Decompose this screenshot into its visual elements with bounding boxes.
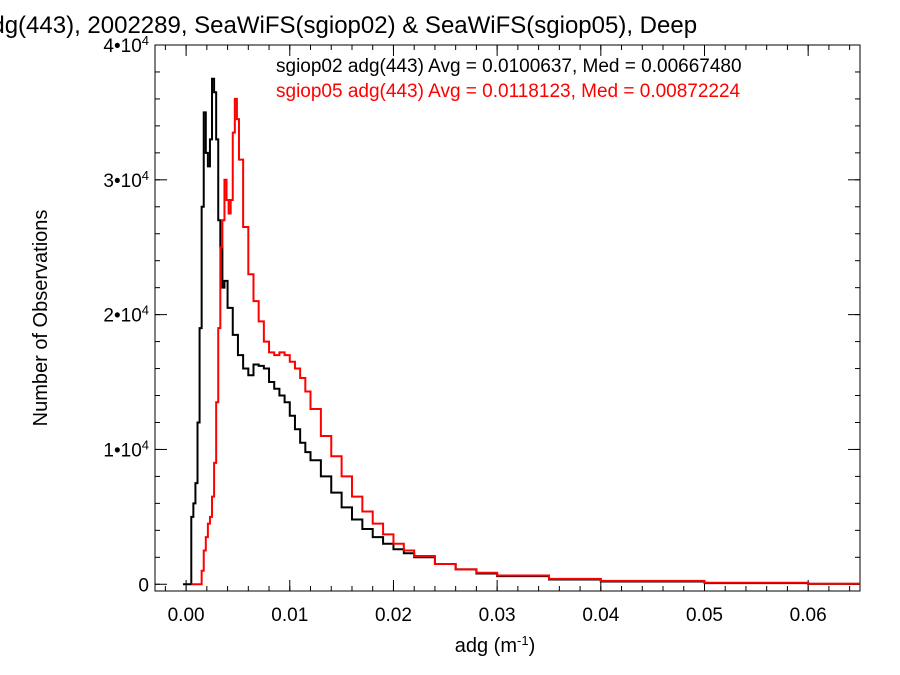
legend-entry-sgiop05: sgiop05 adg(443) Avg = 0.0118123, Med = … — [276, 81, 741, 102]
x-tick-labels: 0.00 0.01 0.02 0.03 0.04 0.05 0.06 — [168, 605, 827, 626]
series-line-1 — [191, 97, 860, 586]
x-axis-label: adg (m-1) — [455, 633, 535, 658]
x-tick-label: 0.04 — [582, 605, 619, 626]
y-tick-label: 4•104 — [103, 33, 149, 58]
series-line-0 — [182, 77, 860, 586]
y-tick-label: 1•104 — [103, 437, 149, 462]
x-tick-label: 0.00 — [168, 605, 205, 626]
y-tick-label: 0 — [138, 575, 149, 596]
x-tick-label: 0.05 — [686, 605, 723, 626]
y-tick-label: 2•104 — [103, 302, 149, 327]
x-tick-label: 0.03 — [479, 605, 516, 626]
x-tick-label: 0.06 — [790, 605, 827, 626]
chart-title: adg(443), 2002289, SeaWiFS(sgiop02) & Se… — [0, 12, 697, 39]
axis-ticks — [155, 44, 860, 591]
plot-frame — [154, 44, 861, 592]
y-tick-labels: 0 1•104 2•104 3•104 4•104 — [103, 33, 149, 597]
y-tick-label: 3•104 — [103, 167, 149, 192]
series-lines — [182, 77, 860, 586]
y-axis-label: Number of Observations — [30, 210, 52, 427]
x-tick-label: 0.02 — [375, 605, 412, 626]
legend-entry-sgiop02: sgiop02 adg(443) Avg = 0.0100637, Med = … — [276, 56, 742, 77]
x-tick-label: 0.01 — [271, 605, 308, 626]
